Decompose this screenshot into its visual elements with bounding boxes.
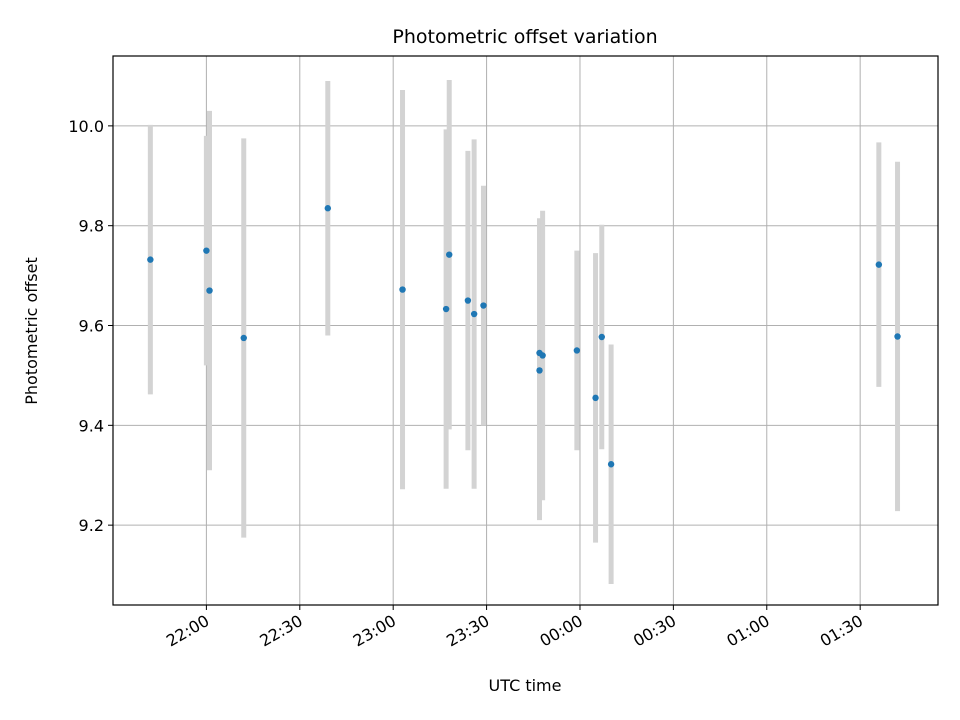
y-tick-label: 9.6	[79, 317, 104, 336]
data-point	[607, 461, 615, 468]
data-point	[480, 302, 487, 309]
x-axis-label: UTC time	[489, 676, 562, 695]
data-point	[875, 261, 883, 268]
chart-title: Photometric offset variation	[392, 26, 657, 48]
grid	[113, 56, 938, 605]
y-tick-label: 9.8	[79, 217, 104, 236]
data-point	[598, 333, 605, 341]
y-tick-label: 10.0	[68, 117, 104, 136]
data-point	[446, 251, 453, 258]
y-axis-label: Photometric offset	[22, 257, 41, 405]
data-point	[539, 352, 546, 359]
data-points	[147, 205, 901, 468]
data-point	[147, 256, 154, 263]
y-tick-label: 9.4	[79, 416, 104, 435]
data-point	[399, 286, 406, 293]
data-point	[442, 305, 450, 313]
data-point	[464, 297, 472, 304]
data-point	[206, 287, 213, 294]
data-point	[894, 333, 901, 340]
plot-frame	[112, 55, 939, 606]
data-point	[240, 334, 247, 342]
data-point	[573, 347, 581, 354]
data-point	[324, 205, 332, 212]
data-point	[203, 247, 210, 254]
data-point	[536, 367, 543, 374]
data-point	[592, 394, 599, 402]
y-tick-label: 9.2	[79, 516, 104, 535]
data-point	[470, 310, 478, 318]
